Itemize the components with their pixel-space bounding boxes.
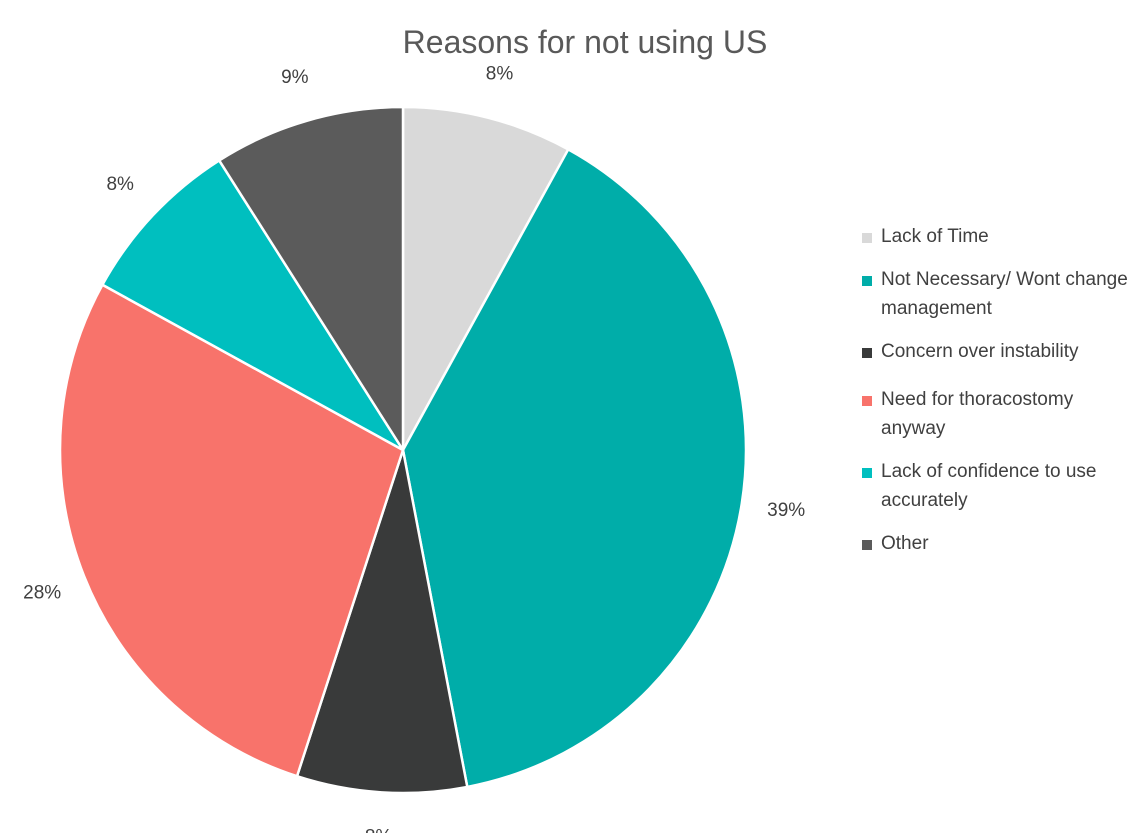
data-label-not-necessary-wont-change-management: 39% <box>767 500 805 521</box>
legend-label: Need for thoracostomy anyway <box>881 389 1074 439</box>
legend-label: Lack of Time <box>881 226 989 247</box>
legend-swatch <box>862 468 872 478</box>
legend-item-other: Other <box>862 529 1130 558</box>
legend-label: Concern over instability <box>881 341 1079 362</box>
legend-item-need-for-thoracostomy-anyway: Need for thoracostomy anyway <box>862 385 1130 443</box>
pie-slice-lack-of-confidence-to-use-accurately <box>101 159 405 452</box>
data-label-concern-over-instability: 8% <box>365 827 393 833</box>
data-label-lack-of-time: 8% <box>486 64 514 85</box>
legend-label: Other <box>881 533 929 554</box>
pie-data-labels: 8% 39% 8% 28% 8% 9% <box>23 64 805 833</box>
legend-item-lack-of-time: Lack of Time <box>862 222 1130 251</box>
chart-title: Reasons for not using US <box>403 24 768 60</box>
legend-swatch <box>862 276 872 286</box>
pie-slices <box>58 105 748 795</box>
data-label-need-for-thoracostomy-anyway: 28% <box>23 582 61 603</box>
legend-item-not-necessary-wont-change-management: Not Necessary/ Wont change management <box>862 265 1130 323</box>
chart-legend: Lack of Time Not Necessary/ Wont change m… <box>862 222 1130 558</box>
pie-slice-not-necessary-wont-change-management <box>401 148 748 789</box>
pie-slice-concern-over-instability <box>295 448 469 795</box>
legend-item-concern-over-instability: Concern over instability <box>862 337 1130 366</box>
pie-slice-other <box>217 105 405 452</box>
legend-label: Not Necessary/ Wont change management <box>881 269 1128 319</box>
legend-label: Lack of confidence to use accurately <box>881 461 1097 511</box>
legend-swatch <box>862 233 872 243</box>
legend-swatch <box>862 540 872 550</box>
data-label-lack-of-confidence-to-use-accurately: 8% <box>106 174 134 195</box>
pie-slice-need-for-thoracostomy-anyway <box>58 283 405 778</box>
data-label-other: 9% <box>281 67 309 88</box>
legend-swatch <box>862 396 872 406</box>
pie-slice-lack-of-time <box>401 105 570 452</box>
legend-swatch <box>862 348 872 358</box>
legend-item-lack-of-confidence-to-use-accurately: Lack of confidence to use accurately <box>862 457 1130 515</box>
